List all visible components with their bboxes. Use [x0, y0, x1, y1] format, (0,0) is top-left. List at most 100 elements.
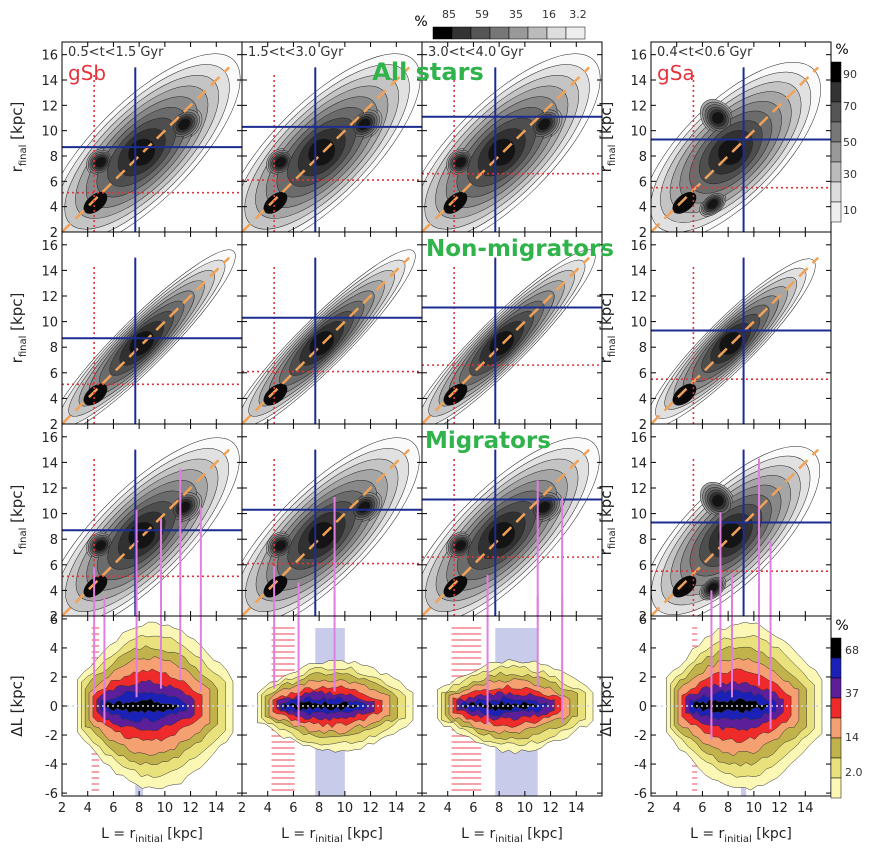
x-axis-label: L = rinitial [kpc] — [101, 826, 203, 845]
density-core — [263, 191, 288, 214]
one-to-one-line — [421, 448, 591, 617]
density-core — [263, 575, 288, 598]
y-tick-label: 8 — [50, 341, 58, 356]
density-core — [83, 191, 108, 214]
density-core — [672, 383, 697, 406]
colorbar-gray-vertical-label: 90 — [843, 68, 857, 81]
y-axis-label: rfinal [kpc] — [8, 485, 29, 556]
y-tick-label: 16 — [41, 239, 58, 254]
y-tick-label: 10 — [41, 125, 58, 140]
colorbar-color-cell — [830, 637, 842, 659]
reference-lines — [241, 66, 422, 233]
x-tick-label: 14 — [568, 801, 585, 816]
x-tick-label: 14 — [797, 801, 814, 816]
colorbar-gray-vertical-cell — [830, 81, 842, 103]
y-tick-label: 2 — [50, 418, 58, 433]
colorbar-gray-vertical-label: 50 — [843, 136, 857, 149]
y-tick-label: 4 — [50, 642, 58, 657]
y-tick-label: 6 — [639, 367, 647, 382]
one-to-one-line — [421, 66, 591, 233]
reference-lines — [650, 66, 831, 233]
colorbar-gray-vertical-label: 30 — [843, 168, 857, 181]
reference-lines — [421, 448, 602, 617]
row-label-migrators: Migrators — [425, 428, 551, 454]
y-tick-label: 16 — [41, 49, 58, 64]
one-to-one-line — [61, 66, 231, 233]
y-tick-label: -6 — [45, 787, 58, 802]
density-core — [263, 383, 288, 406]
y-tick-label: 8 — [639, 150, 647, 165]
y-tick-label: 12 — [41, 482, 58, 497]
y-tick-label: 14 — [630, 74, 647, 89]
one-to-one-line — [650, 448, 820, 617]
colorbar-color-cell — [830, 717, 842, 739]
y-tick-label: 8 — [50, 150, 58, 165]
y-tick-label: 0 — [639, 700, 647, 715]
y-tick-label: 2 — [50, 610, 58, 625]
density-contour — [454, 156, 467, 168]
y-tick-label: 10 — [41, 508, 58, 523]
reference-lines — [241, 448, 422, 617]
x-tick-label: 12 — [362, 801, 379, 816]
reference-lines — [650, 256, 831, 425]
colorbar-color-cell — [830, 757, 842, 779]
colorbar-gray-horizontal-cell — [527, 26, 548, 40]
density-core — [83, 383, 108, 406]
density-contour — [711, 111, 725, 125]
y-axis-label: rfinal [kpc] — [597, 102, 618, 173]
density-contour — [711, 494, 725, 507]
colorbar-gray-horizontal-label: 85 — [442, 8, 456, 21]
delta-l-contours — [257, 660, 414, 753]
colorbar-gray-horizontal-cell — [451, 26, 472, 40]
x-axis-label: L = rinitial [kpc] — [461, 826, 563, 845]
colorbar-gray-horizontal-unit: % — [414, 14, 427, 30]
x-tick-label: 8 — [315, 801, 323, 816]
density-contour — [707, 198, 719, 210]
density-contour — [94, 156, 107, 168]
x-tick-label: 12 — [771, 801, 788, 816]
density-core — [672, 575, 697, 598]
panel-axes: 2 4 6 8 10 12 14 -6 -4 -2 0 2 4 6 — [634, 613, 832, 816]
x-tick-label: 2 — [58, 801, 66, 816]
y-tick-label: 2 — [639, 418, 647, 433]
y-axis-label-delta: ΔL [kpc] — [597, 675, 615, 737]
colorbar-gray-horizontal-cell — [432, 26, 453, 40]
y-tick-label: 12 — [41, 290, 58, 305]
density-contour — [274, 156, 287, 168]
y-tick-label: 4 — [50, 201, 58, 216]
time-label: 1.5<t<3.0 Gyr — [248, 45, 344, 60]
one-to-one-line — [241, 256, 411, 425]
colorbar-gray-vertical-unit: % — [835, 42, 848, 58]
row-label-all-stars: All stars — [372, 58, 483, 86]
density-core — [443, 575, 468, 598]
colorbar-gray-vertical-cell — [830, 121, 842, 143]
x-tick-label: 4 — [84, 801, 92, 816]
delta-l-contour — [104, 698, 180, 714]
row-label-non-migrators: Non-migrators — [426, 236, 614, 262]
density-core — [672, 191, 697, 214]
x-tick-label: 6 — [109, 801, 117, 816]
y-tick-label: 16 — [41, 431, 58, 446]
density-contour — [537, 118, 551, 131]
y-tick-label: 6 — [639, 559, 647, 574]
colorbar-gray-vertical-cell — [830, 181, 842, 203]
x-tick-label: 14 — [208, 801, 225, 816]
colorbar-gray-vertical-label: 10 — [843, 204, 857, 217]
y-tick-label: 4 — [639, 201, 647, 216]
y-tick-label: 8 — [639, 341, 647, 356]
y-tick-label: 10 — [41, 316, 58, 331]
colorbar-color-cell — [830, 677, 842, 699]
time-label: 0.4<t<0.6 Gyr — [657, 45, 753, 60]
colorbar-color-label: 37 — [845, 687, 859, 700]
colorbar-gray-vertical-cell — [830, 201, 842, 223]
density-contour — [707, 582, 719, 593]
y-tick-label: 14 — [630, 456, 647, 471]
colorbar-gray-horizontal-label: 35 — [509, 8, 523, 21]
reference-lines — [421, 256, 602, 425]
delta-l-layer — [77, 621, 234, 790]
y-tick-label: 4 — [639, 584, 647, 599]
x-tick-label: 14 — [388, 801, 405, 816]
delta-l-contour — [284, 700, 360, 712]
